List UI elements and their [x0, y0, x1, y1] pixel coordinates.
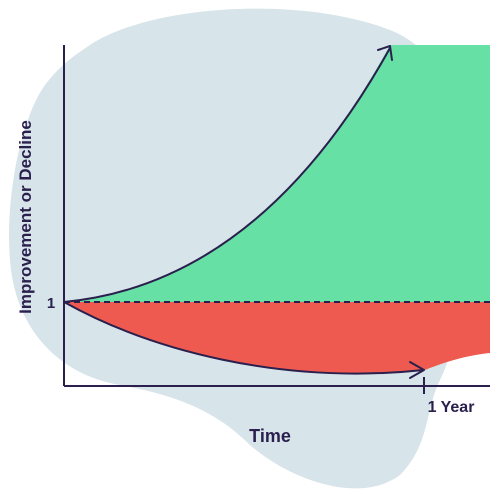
improvement-area	[64, 45, 490, 302]
decline-curve	[63, 301, 425, 375]
decline-area	[64, 302, 490, 374]
x-axis-label: Time	[249, 426, 291, 446]
improvement-arrowhead	[377, 45, 393, 61]
improvement-curve	[63, 47, 391, 303]
decline-arrowhead	[409, 361, 425, 379]
y-axis-label: Improvement or Decline	[16, 120, 35, 314]
baseline-tick-label: 1	[47, 295, 55, 312]
x-end-tick-label: 1 Year	[428, 399, 475, 416]
